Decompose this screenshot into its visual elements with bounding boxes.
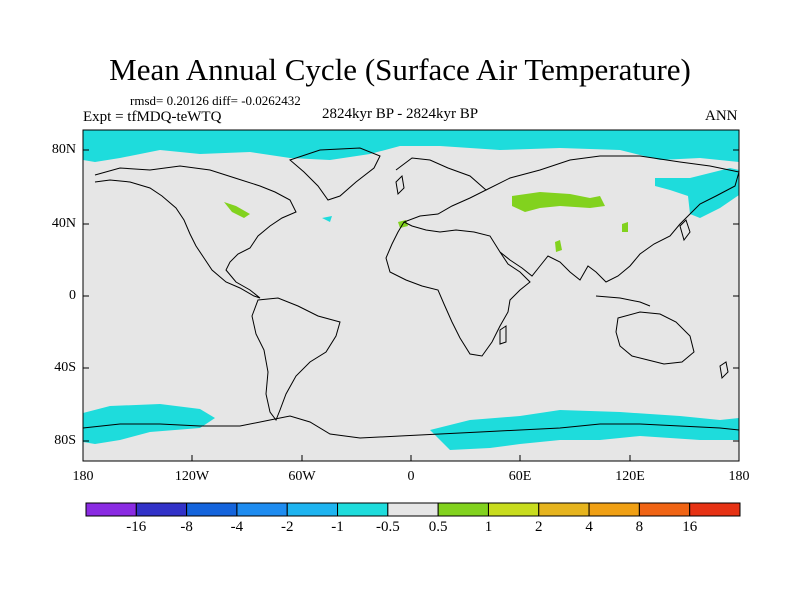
antarctic-cyan-east [430, 410, 739, 450]
lon-label: 180 [728, 469, 750, 484]
axis-ticks [83, 149, 739, 461]
greenland-coast [289, 147, 381, 201]
coastlines [82, 147, 740, 439]
colorbar-label: -8 [180, 519, 193, 535]
colorbar-label: 8 [635, 519, 644, 535]
chart-title: Mean Annual Cycle (Surface Air Temperatu… [109, 52, 691, 87]
colorbar-label: -2 [280, 519, 294, 535]
colorbar-label: 1 [484, 519, 493, 535]
atlantic-cyan-dot [322, 216, 332, 222]
lon-label: 60E [508, 469, 532, 484]
north-america-coast [94, 165, 297, 299]
colorbar-box [689, 502, 741, 517]
colorbar [85, 502, 741, 517]
colorbar-box [135, 502, 188, 517]
lat-label: 0 [69, 288, 76, 303]
madagascar-coast [499, 325, 507, 345]
central-asia-green-patch [512, 192, 605, 212]
colorbar-label: -0.5 [375, 519, 400, 535]
lon-label: 180 [72, 469, 94, 484]
new-zealand-coast [719, 361, 729, 380]
period-label: 2824kyr BP - 2824kyr BP [322, 106, 479, 122]
season-label: ANN [705, 108, 738, 124]
arctic-cyan-band [83, 130, 739, 162]
lon-label: 0 [407, 469, 415, 484]
colorbar-box [186, 502, 238, 517]
siberia-cyan-patch [655, 168, 739, 218]
colorbar-box [337, 502, 389, 517]
colorbar-box [588, 502, 640, 517]
lat-label: 80N [51, 142, 76, 157]
colorbar-box [236, 502, 288, 517]
lon-label: 120W [174, 469, 210, 484]
uk-coast [395, 174, 405, 196]
colorbar-label: -16 [126, 519, 147, 535]
stats-text: rmsd= 0.20126 diff= -0.0262432 [130, 93, 301, 108]
colorbar-box [286, 502, 339, 517]
cyan-anomaly-regions [83, 130, 739, 450]
colorbar-label: 2 [535, 519, 543, 535]
colorbar-box [638, 502, 691, 517]
green-anomaly-regions [224, 192, 628, 252]
experiment-label: Expt = tfMDQ-teWTQ [83, 109, 222, 125]
lon-label: 60W [288, 469, 316, 484]
lat-label: 40S [54, 360, 76, 375]
eastasia-green-patch [622, 222, 628, 232]
lat-label: 40N [51, 216, 76, 231]
indonesia-coast [595, 295, 651, 307]
australia-coast [615, 311, 695, 365]
colorbar-label: 16 [682, 519, 698, 535]
asia-coast [485, 155, 740, 283]
japan-coast [679, 219, 691, 242]
colorbar-box [538, 502, 590, 517]
lon-label: 120E [615, 469, 645, 484]
south-america-coast [251, 297, 341, 422]
colorbar-box [387, 502, 439, 517]
colorbar-box [437, 502, 489, 517]
colorbar-label: 0.5 [428, 519, 448, 535]
europe-africa-coast [385, 157, 531, 357]
map-background [83, 130, 739, 461]
colorbar-label: -1 [331, 519, 344, 535]
colorbar-label: 4 [585, 519, 593, 535]
lat-label: 80S [54, 433, 76, 448]
colorbar-box [487, 502, 540, 517]
colorbar-label: -4 [230, 519, 244, 535]
colorbar-box [85, 502, 137, 517]
antarctica-coast [82, 415, 740, 439]
north-america-green-patch [224, 202, 250, 218]
tibet-green-patch [555, 240, 562, 252]
